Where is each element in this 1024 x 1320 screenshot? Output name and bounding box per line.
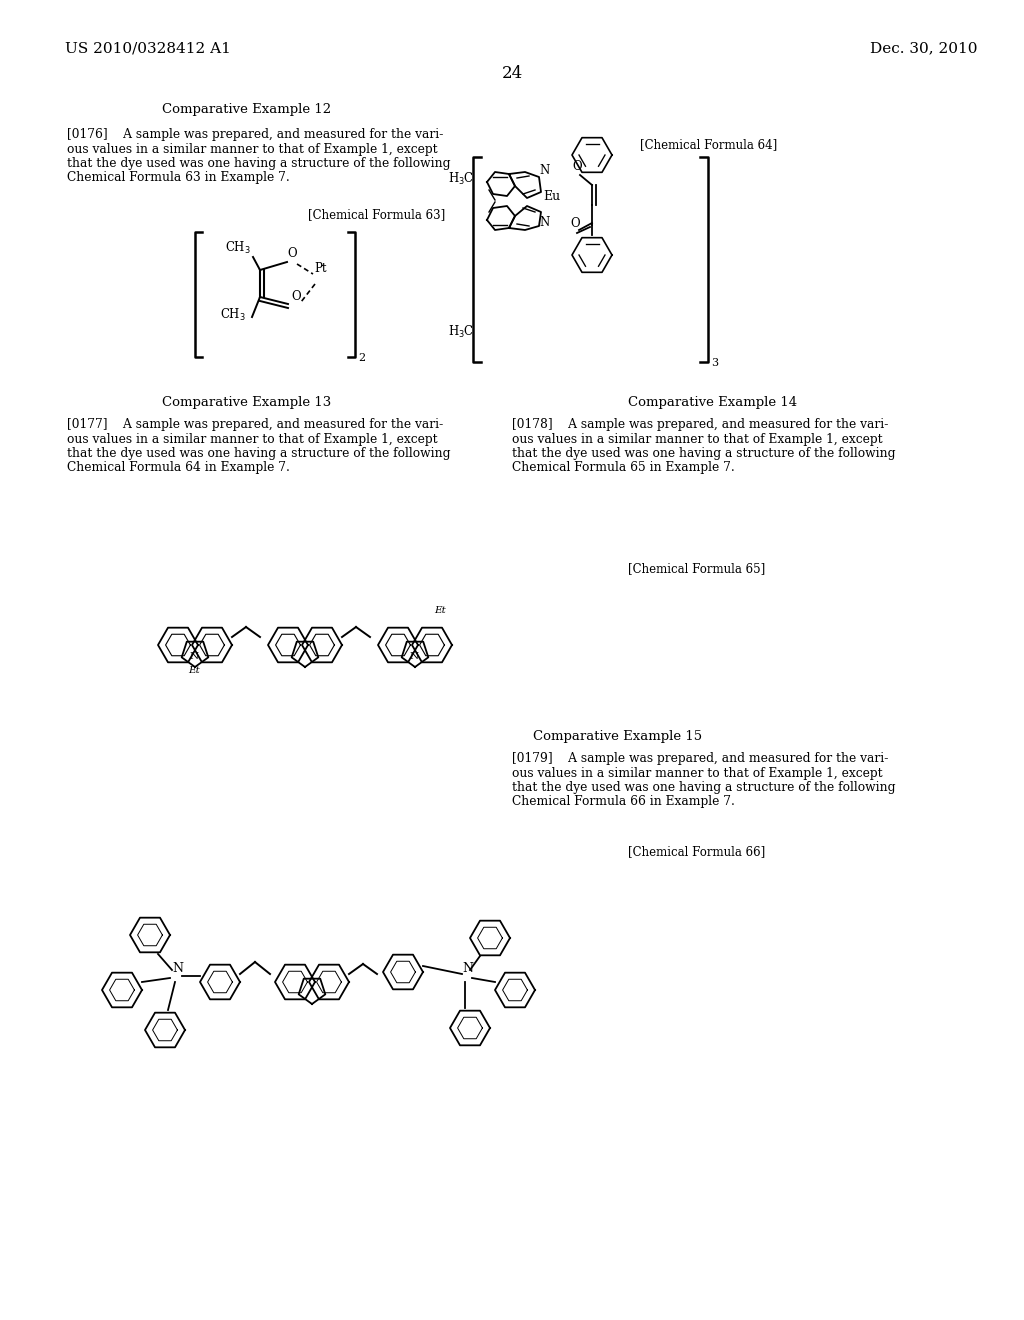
Text: [Chemical Formula 65]: [Chemical Formula 65] (628, 562, 765, 576)
Text: Chemical Formula 66 in Example 7.: Chemical Formula 66 in Example 7. (512, 796, 735, 808)
Text: O: O (572, 160, 582, 173)
Text: N: N (462, 962, 473, 975)
Text: CH$_3$: CH$_3$ (220, 308, 246, 323)
Text: Eu: Eu (543, 190, 560, 203)
Text: ous values in a similar manner to that of Example 1, except: ous values in a similar manner to that o… (67, 143, 437, 156)
Text: [0176]    A sample was prepared, and measured for the vari-: [0176] A sample was prepared, and measur… (67, 128, 443, 141)
Text: N: N (190, 652, 199, 661)
Text: Comparative Example 14: Comparative Example 14 (629, 396, 798, 409)
Text: Comparative Example 12: Comparative Example 12 (163, 103, 332, 116)
Text: Chemical Formula 63 in Example 7.: Chemical Formula 63 in Example 7. (67, 172, 290, 185)
Text: N: N (410, 652, 419, 661)
Text: O: O (291, 290, 301, 304)
Text: [Chemical Formula 64]: [Chemical Formula 64] (640, 139, 777, 150)
Text: Pt: Pt (314, 261, 327, 275)
Text: 24: 24 (502, 65, 522, 82)
Text: that the dye used was one having a structure of the following: that the dye used was one having a struc… (67, 157, 451, 170)
Text: that the dye used was one having a structure of the following: that the dye used was one having a struc… (512, 781, 896, 795)
Text: H$_3$C: H$_3$C (449, 323, 474, 341)
Text: CH$_3$: CH$_3$ (225, 240, 251, 256)
Text: O: O (287, 247, 297, 260)
Text: Dec. 30, 2010: Dec. 30, 2010 (870, 41, 978, 55)
Text: [0178]    A sample was prepared, and measured for the vari-: [0178] A sample was prepared, and measur… (512, 418, 889, 432)
Text: N: N (539, 164, 549, 177)
Text: ous values in a similar manner to that of Example 1, except: ous values in a similar manner to that o… (512, 767, 883, 780)
Text: 2: 2 (358, 352, 366, 363)
Text: Chemical Formula 65 in Example 7.: Chemical Formula 65 in Example 7. (512, 462, 735, 474)
Text: Et: Et (188, 667, 200, 675)
Text: N: N (539, 216, 549, 228)
Text: [0179]    A sample was prepared, and measured for the vari-: [0179] A sample was prepared, and measur… (512, 752, 889, 766)
Text: N: N (172, 962, 183, 975)
Text: 3: 3 (711, 358, 718, 368)
Text: ous values in a similar manner to that of Example 1, except: ous values in a similar manner to that o… (512, 433, 883, 446)
Text: H$_3$C: H$_3$C (449, 172, 474, 187)
Text: [Chemical Formula 66]: [Chemical Formula 66] (628, 845, 765, 858)
Text: [Chemical Formula 63]: [Chemical Formula 63] (308, 209, 445, 220)
Text: [0177]    A sample was prepared, and measured for the vari-: [0177] A sample was prepared, and measur… (67, 418, 443, 432)
Text: Chemical Formula 64 in Example 7.: Chemical Formula 64 in Example 7. (67, 462, 290, 474)
Text: that the dye used was one having a structure of the following: that the dye used was one having a struc… (67, 447, 451, 459)
Text: Comparative Example 15: Comparative Example 15 (534, 730, 702, 743)
Text: ous values in a similar manner to that of Example 1, except: ous values in a similar manner to that o… (67, 433, 437, 446)
Text: Et: Et (434, 606, 445, 615)
Text: Comparative Example 13: Comparative Example 13 (163, 396, 332, 409)
Text: US 2010/0328412 A1: US 2010/0328412 A1 (65, 41, 230, 55)
Text: O: O (570, 216, 580, 230)
Text: that the dye used was one having a structure of the following: that the dye used was one having a struc… (512, 447, 896, 459)
